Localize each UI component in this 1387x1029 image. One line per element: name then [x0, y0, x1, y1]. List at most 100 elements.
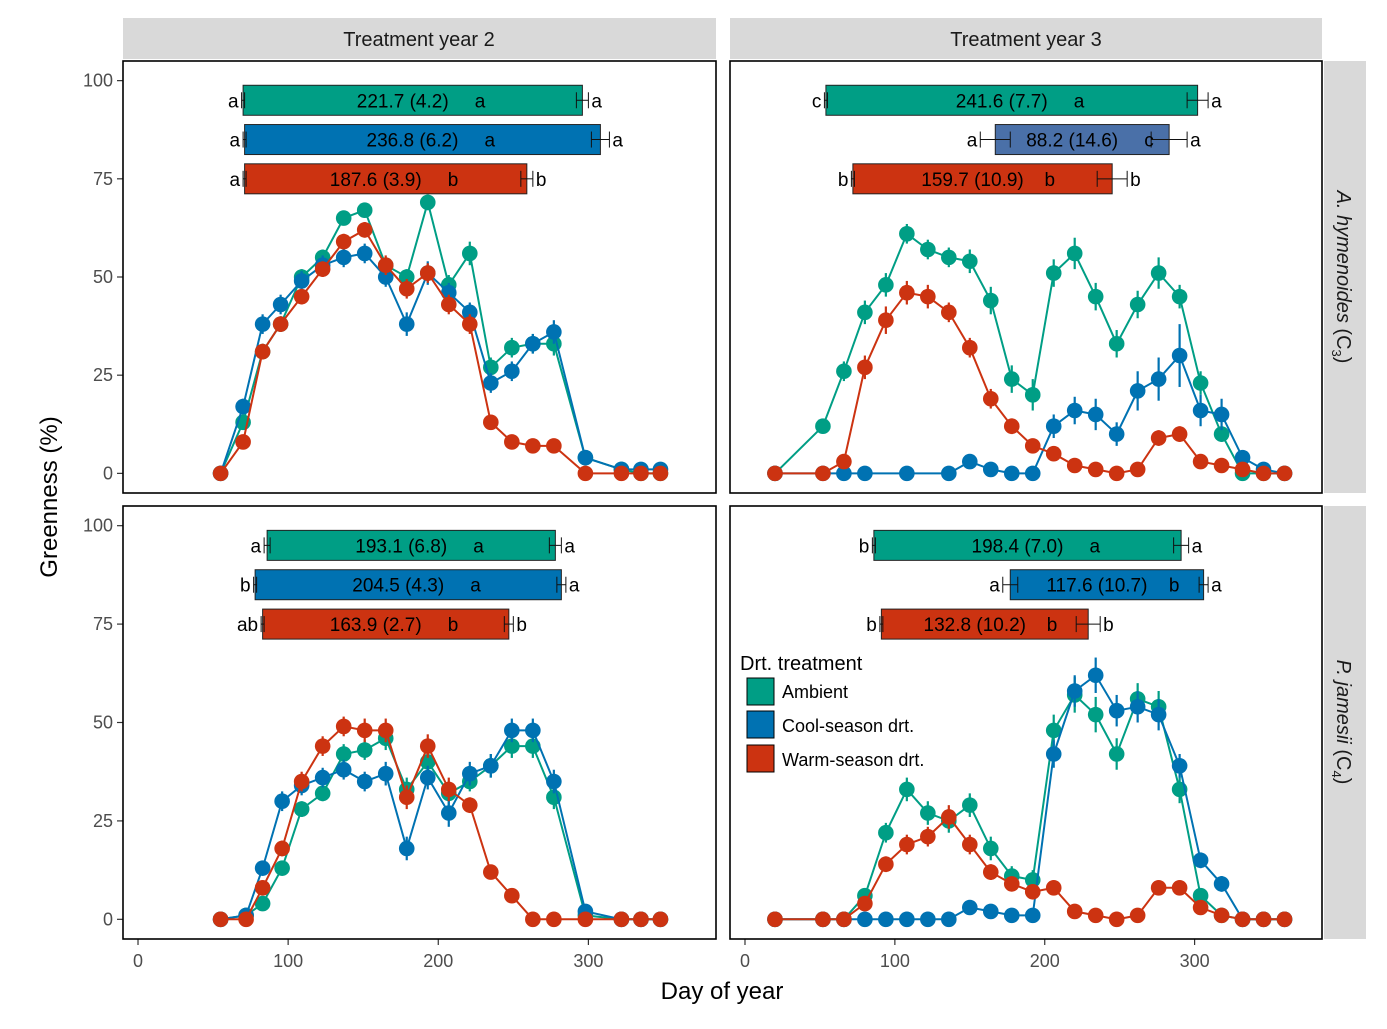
row-strip-0-paren-close: )	[1332, 357, 1354, 364]
panel-r1c1-point-warm-season-drt-21	[1234, 911, 1251, 928]
panel-r1c0-point-cool-season-drt-16	[546, 773, 562, 790]
panel-r0c1-bar-label-ambient: 241.6 (7.7)	[956, 91, 1048, 112]
panel-r0c0-point-cool-season-drt-8	[377, 269, 394, 285]
panel-r0c0-point-ambient-12	[461, 245, 478, 262]
panel-r1c0-point-ambient-3	[274, 860, 290, 876]
panel-r0c1-point-cool-season-drt-7	[982, 461, 999, 478]
panel-r1c1-point-warm-season-drt-10	[1003, 876, 1020, 892]
panel-r1c1-point-warm-season-drt-13	[1066, 903, 1083, 920]
column-strip-0-bg	[123, 18, 716, 59]
panel-r1c1-point-warm-season-drt-11	[1024, 883, 1041, 900]
panel-r0c0-point-ambient-14	[504, 339, 520, 356]
panel-r0c1-point-ambient-20	[1213, 426, 1230, 442]
panel-r0c1-point-warm-season-drt-13	[1066, 457, 1083, 474]
panel-r0c0-ytick-label-100: 100	[83, 71, 113, 91]
panel-r0c1-point-ambient-10	[1003, 371, 1020, 387]
panel-r1c1-xtick-label-100: 100	[880, 951, 910, 971]
panel-r1c0-point-ambient-2	[254, 895, 271, 912]
panel-r0c1-bar-group-letter-cool-season-drt: c	[1144, 131, 1154, 152]
panel-r0c1-point-cool-season-drt-3	[857, 465, 873, 482]
panel-r1c1-point-warm-season-drt-16	[1129, 907, 1146, 924]
panel-r1c0-point-ambient-6	[335, 746, 352, 762]
legend: Drt. treatment Ambient Cool-season drt. …	[740, 653, 924, 773]
panel-r0c0-bar-group-letter-ambient: a	[475, 91, 486, 112]
panel-r1c1-bar-right-letter-warm-season-drt: b	[1103, 615, 1114, 636]
panel-r1c1-point-cool-season-drt-11	[1024, 907, 1041, 924]
panel-r0c0-point-warm-season-drt-5	[314, 261, 331, 277]
panel-r1c1-point-cool-season-drt-5	[899, 911, 915, 928]
panel-r1c0-point-warm-season-drt-3	[274, 840, 290, 857]
panel-r1c1-point-cool-season-drt-7	[941, 911, 957, 928]
panel-r1c0-point-warm-season-drt-8	[377, 722, 394, 739]
panel-r1c0-bar-right-letter-ambient: a	[564, 536, 575, 557]
panel-r1c0-point-ambient-5	[314, 785, 331, 802]
panel-r0c0-point-warm-season-drt-9	[398, 280, 415, 297]
panel-r0c1-point-warm-season-drt-4	[878, 312, 894, 329]
panel-r1c0-point-cool-season-drt-11	[440, 805, 457, 821]
panel-r1c1-point-cool-season-drt-4	[878, 911, 894, 928]
panel-r0c0-point-warm-season-drt-11	[440, 296, 457, 313]
column-strip-1-bg	[730, 18, 1322, 59]
panel-r1c1-point-cool-season-drt-19	[1192, 852, 1209, 869]
panel-r0c0-point-cool-season-drt-1	[235, 398, 251, 415]
panel-r1c0-point-cool-season-drt-9	[398, 840, 415, 857]
panel-r0c1-point-warm-season-drt-11	[1024, 438, 1041, 454]
panel-r1c1-point-warm-season-drt-0	[767, 911, 783, 928]
panel-r1c0-point-warm-season-drt-1	[238, 911, 254, 928]
panel-r0c0-point-warm-season-drt-2	[254, 343, 271, 360]
panel-r0c1-point-warm-season-drt-18	[1171, 426, 1188, 442]
panel-r1c1-bar-group-letter-warm-season-drt: b	[1047, 615, 1058, 636]
panel-r1c1-point-warm-season-drt-12	[1045, 880, 1062, 896]
panel-r1c0-point-cool-season-drt-3	[274, 793, 290, 810]
panel-r1c0-point-warm-season-drt-18	[613, 911, 630, 928]
panel-r1c1-point-warm-season-drt-8	[961, 836, 978, 853]
panel-r1c1-point-cool-season-drt-18	[1171, 758, 1188, 774]
panel-r0c0-point-warm-season-drt-0	[212, 465, 229, 482]
row-strip-0-paren-open: (	[1332, 328, 1354, 335]
panel-r1c0-point-warm-season-drt-17	[577, 911, 594, 928]
panel-r0c0-bar-left-letter-warm-season-drt: a	[230, 170, 241, 191]
panel-r1c1-point-warm-season-drt-1	[815, 911, 831, 928]
panel-r0c1-point-cool-season-drt-10	[1045, 418, 1062, 435]
panel-r1c0-bar-label-cool-season-drt: 204.5 (4.3)	[352, 576, 444, 597]
panel-r0c1-point-cool-season-drt-8	[1003, 465, 1020, 482]
row-strip-0-species: A. hymenoides	[1332, 190, 1354, 323]
panel-r0c0-point-cool-season-drt-17	[577, 449, 594, 466]
panel-r1c1-point-cool-season-drt-3	[857, 911, 873, 928]
panel-r1c0-bar-label-warm-season-drt: 163.9 (2.7)	[330, 615, 422, 636]
panel-r1c0-point-warm-season-drt-11	[440, 781, 457, 798]
panel-r1c0-ytick-label-0: 0	[103, 909, 113, 929]
panel-r1c0-ytick-label-50: 50	[93, 713, 113, 733]
panel-r0c0-point-warm-season-drt-4	[293, 288, 310, 305]
panel-r1c1-point-cool-season-drt-10	[1003, 907, 1020, 924]
legend-label-ambient: Ambient	[782, 682, 848, 702]
panel-r1c0-point-warm-season-drt-16	[546, 911, 562, 928]
panel-r1c0-line-ambient	[220, 736, 661, 921]
panel-r1c0-bar-right-letter-cool-season-drt: a	[569, 576, 580, 597]
panel-r1c0-bar-group-letter-cool-season-drt: a	[470, 576, 481, 597]
row-strip-1-label: P. jamesii (C4)	[1329, 660, 1354, 785]
panel-r0c1-point-ambient-18	[1171, 288, 1188, 305]
panel-r0c0-line-ambient	[219, 198, 661, 475]
panel-r0c0-point-warm-season-drt-14	[504, 434, 520, 450]
panel-r0c1-bar-ambient	[825, 84, 1199, 116]
panel-r0c1-point-ambient-7	[941, 249, 957, 266]
row-strip-0-group-sub: 3	[1329, 350, 1344, 357]
panel-r1c0-point-cool-season-drt-2	[254, 860, 271, 876]
panel-r0c0-point-cool-season-drt-11	[440, 284, 457, 301]
column-strip-1-label: Treatment year 3	[950, 29, 1102, 51]
panel-r0c1-line-ambient	[774, 232, 1285, 475]
panel-r1c1-point-warm-season-drt-5	[899, 836, 915, 853]
panel-r0c1-point-warm-season-drt-3	[857, 359, 873, 376]
panel-r1c1-point-cool-season-drt-20	[1213, 876, 1230, 892]
panel-r0c1-point-warm-season-drt-21	[1234, 461, 1251, 478]
panel-r1c1-point-warm-season-drt-23	[1276, 911, 1293, 928]
panel-r1c1-point-warm-season-drt-20	[1213, 907, 1230, 924]
panel-r0c1-point-ambient-15	[1108, 335, 1125, 352]
panel-r0c0-point-warm-season-drt-3	[272, 316, 289, 332]
panel-r0c0-point-cool-season-drt-15	[525, 335, 541, 352]
panel-r1c1-point-warm-season-drt-6	[920, 828, 936, 845]
panel-r1c1-bar-label-ambient: 198.4 (7.0)	[972, 536, 1064, 557]
